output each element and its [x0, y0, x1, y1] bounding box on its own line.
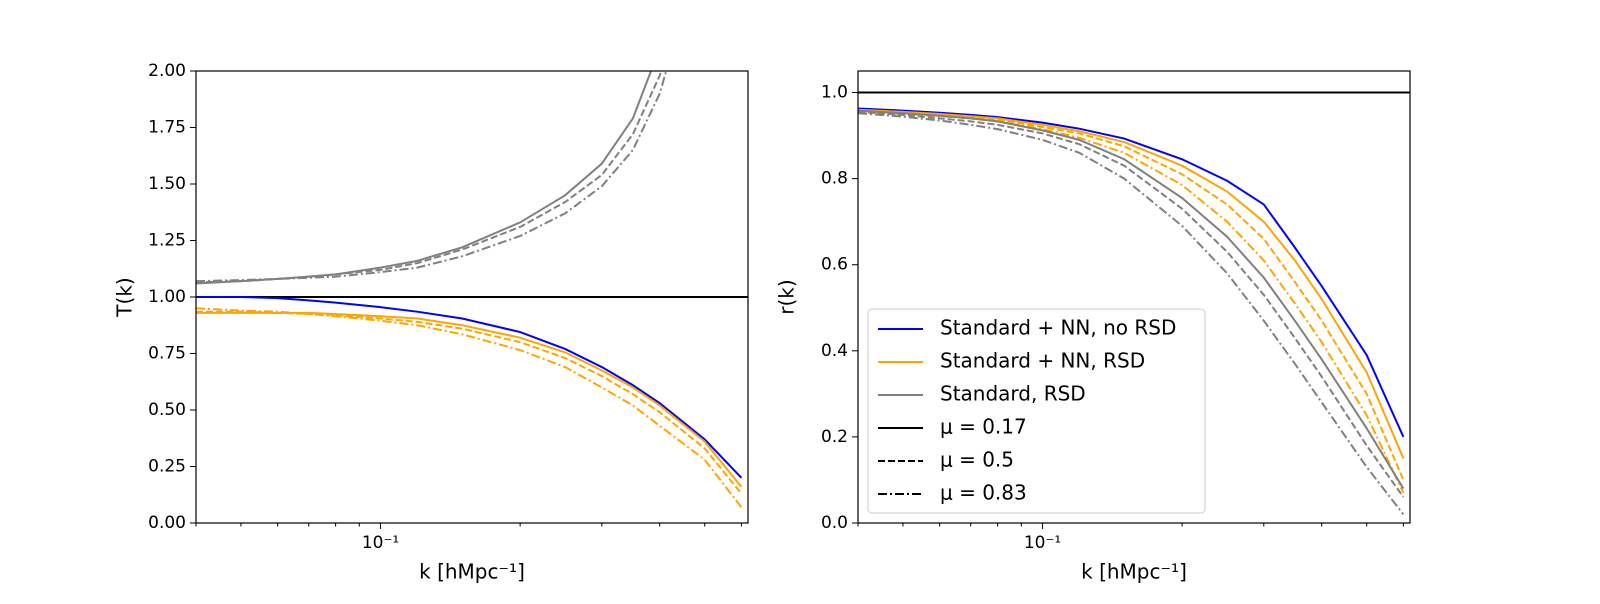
- data-line: [196, 71, 663, 284]
- x-axis-label: k [hMpc⁻¹]: [1081, 560, 1187, 584]
- data-line: [196, 71, 668, 283]
- y-axis-label: T(k): [113, 277, 137, 317]
- legend-box: [867, 308, 1206, 514]
- y-tick-label: 0.6: [821, 255, 848, 275]
- legend-label: Standard + NN, no RSD: [940, 316, 1176, 340]
- x-axis-label: k [hMpc⁻¹]: [419, 560, 525, 584]
- plot-lines: [196, 71, 748, 508]
- plot-frame: [857, 70, 1411, 524]
- legend-label: μ = 0.5: [940, 448, 1014, 472]
- y-tick-label: 1.25: [148, 231, 186, 251]
- y-tick-label: 0.50: [148, 400, 186, 420]
- data-line: [196, 311, 743, 488]
- y-tick-label: 0.0: [821, 513, 848, 533]
- x-tick-label: 10⁻¹: [362, 533, 399, 553]
- y-tick-label: 1.0: [821, 83, 848, 103]
- data-line: [196, 307, 743, 508]
- y-tick-label: 0.25: [148, 457, 186, 477]
- legend-label: Standard + NN, RSD: [940, 349, 1145, 373]
- data-line: [196, 296, 743, 479]
- plot-lines: [858, 91, 1410, 516]
- data-line: [858, 107, 1405, 438]
- y-tick-label: 0.8: [821, 169, 848, 189]
- data-line: [858, 110, 1405, 498]
- y-tick-label: 0.2: [821, 427, 848, 447]
- data-line: [858, 109, 1405, 481]
- x-tick-label: 10⁻¹: [1024, 533, 1061, 553]
- legend-label: μ = 0.17: [940, 415, 1027, 439]
- legend-label: Standard, RSD: [940, 382, 1086, 406]
- y-tick-label: 0.4: [821, 341, 848, 361]
- y-tick-label: 0.00: [148, 513, 186, 533]
- legend-label: μ = 0.83: [940, 481, 1027, 505]
- y-tick-label: 1.00: [148, 287, 186, 307]
- data-line: [196, 71, 653, 285]
- y-tick-label: 0.75: [148, 344, 186, 364]
- y-tick-label: 1.50: [148, 174, 186, 194]
- y-axis-label: r(k): [775, 279, 799, 314]
- y-tick-label: 2.00: [148, 61, 186, 81]
- data-line: [858, 112, 1405, 516]
- data-line: [858, 109, 1405, 490]
- y-tick-label: 1.75: [148, 118, 186, 138]
